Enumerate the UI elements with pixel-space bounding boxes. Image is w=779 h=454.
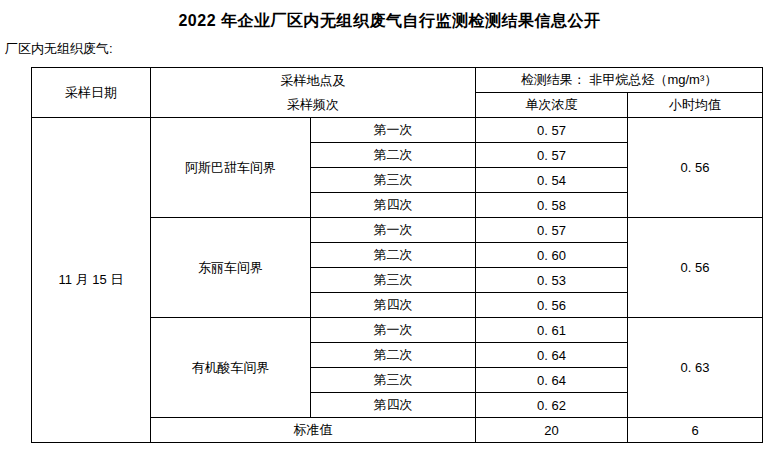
header-row-1: 采样日期 采样地点及 采样频次 检测结果： 非甲烷总烃（mg/m³） xyxy=(32,68,763,93)
concentration-cell: 0. 62 xyxy=(476,393,628,418)
seq-cell: 第一次 xyxy=(311,118,476,143)
header-location-frequency: 采样地点及 采样频次 xyxy=(151,68,476,118)
header-hourly-average: 小时均值 xyxy=(628,93,763,118)
seq-cell: 第三次 xyxy=(311,168,476,193)
header-location-line2: 采样频次 xyxy=(151,93,475,117)
seq-cell: 第二次 xyxy=(311,243,476,268)
concentration-cell: 0. 57 xyxy=(476,143,628,168)
seq-cell: 第四次 xyxy=(311,193,476,218)
concentration-cell: 0. 56 xyxy=(476,293,628,318)
header-result: 检测结果： 非甲烷总烃（mg/m³） xyxy=(476,68,763,93)
seq-cell: 第二次 xyxy=(311,143,476,168)
document-title: 2022 年企业厂区内无组织废气自行监测检测结果信息公开 xyxy=(0,0,779,31)
header-location-line1: 采样地点及 xyxy=(151,69,475,93)
monitoring-results-table: 采样日期 采样地点及 采样频次 检测结果： 非甲烷总烃（mg/m³） 单次浓度 … xyxy=(31,67,763,443)
hourly-average-cell-group1: 0. 56 xyxy=(628,118,763,218)
standard-hourly-cell: 6 xyxy=(628,418,763,443)
hourly-average-cell-group3: 0. 63 xyxy=(628,318,763,418)
standard-single-cell: 20 xyxy=(476,418,628,443)
seq-cell: 第三次 xyxy=(311,268,476,293)
seq-cell: 第一次 xyxy=(311,218,476,243)
seq-cell: 第三次 xyxy=(311,368,476,393)
location-cell-group3: 有机酸车间界 xyxy=(151,318,311,418)
concentration-cell: 0. 54 xyxy=(476,168,628,193)
location-cell-group2: 东丽车间界 xyxy=(151,218,311,318)
table-row: 11 月 15 日 阿斯巴甜车间界 第一次 0. 57 0. 56 xyxy=(32,118,763,143)
concentration-cell: 0. 53 xyxy=(476,268,628,293)
concentration-cell: 0. 57 xyxy=(476,118,628,143)
location-cell-group1: 阿斯巴甜车间界 xyxy=(151,118,311,218)
concentration-cell: 0. 64 xyxy=(476,368,628,393)
section-label: 厂区内无组织废气: xyxy=(5,41,779,57)
header-sample-date: 采样日期 xyxy=(32,68,151,118)
sample-date-cell: 11 月 15 日 xyxy=(32,118,151,443)
standard-label-cell: 标准值 xyxy=(151,418,476,443)
concentration-cell: 0. 60 xyxy=(476,243,628,268)
seq-cell: 第一次 xyxy=(311,318,476,343)
concentration-cell: 0. 61 xyxy=(476,318,628,343)
seq-cell: 第二次 xyxy=(311,343,476,368)
concentration-cell: 0. 64 xyxy=(476,343,628,368)
seq-cell: 第四次 xyxy=(311,393,476,418)
header-single-concentration: 单次浓度 xyxy=(476,93,628,118)
hourly-average-cell-group2: 0. 56 xyxy=(628,218,763,318)
concentration-cell: 0. 57 xyxy=(476,218,628,243)
concentration-cell: 0. 58 xyxy=(476,193,628,218)
seq-cell: 第四次 xyxy=(311,293,476,318)
